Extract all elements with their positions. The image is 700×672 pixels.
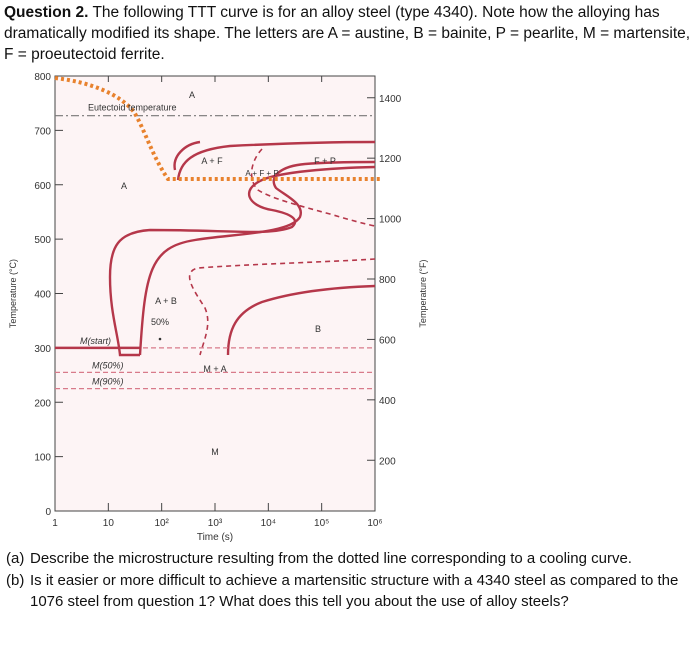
x-axis-label: Time (s): [197, 532, 233, 543]
x-tick-label: 10²: [154, 518, 169, 529]
region-labels: Eutectoid temperature A A A + F A + F + P F +…: [88, 90, 336, 457]
y-tick-label-left: 800: [34, 72, 51, 83]
y-tick-label-left: 300: [34, 344, 51, 355]
bainite-finish-curve: [226, 284, 376, 356]
eutectoid-label: Eutectoid temperature: [88, 103, 177, 113]
y-tick-label-right: 1000: [379, 215, 402, 226]
y-tick-label-right: 600: [379, 335, 396, 346]
x-tick-label: 10⁵: [314, 518, 329, 529]
y-tick-label-right: 400: [379, 396, 396, 407]
question-list: (a) Describe the microstructure resultin…: [6, 548, 696, 613]
x-tick-label: 10⁶: [367, 518, 382, 529]
y-tick-label-right: 800: [379, 275, 396, 286]
x-tick-label: 10³: [208, 518, 223, 529]
ttt-chart: 0 100 200 300 400 500 600 700 800 200 400 600 800 100…: [8, 72, 428, 543]
region-label-b: B: [315, 324, 321, 334]
region-label-fp: F + P: [314, 156, 336, 166]
question-header: Question 2. The following TTT curve is f…: [4, 2, 696, 65]
region-label-a_top: A: [189, 90, 195, 100]
start-curve: [176, 140, 376, 181]
region-label-ma: M + A: [203, 364, 226, 374]
x-tick-label: 10⁴: [261, 518, 276, 529]
question-intro: The following TTT curve is for an alloy …: [4, 4, 691, 63]
question-a: (a) Describe the microstructure resultin…: [6, 548, 696, 569]
question-b: (b) Is it easier or more difficult to ac…: [6, 570, 696, 612]
y-tick-label-right: 1200: [379, 154, 402, 165]
region-label-af: A + F: [201, 156, 223, 166]
y-tick-label-right: 200: [379, 456, 396, 467]
y-tick-label-left: 600: [34, 181, 51, 192]
region-label-a_left: A: [121, 181, 127, 191]
question-a-label: (a): [6, 550, 25, 567]
y-tick-label-left: 500: [34, 235, 51, 246]
ab-dot: [158, 337, 162, 341]
ferrite-pearlite-curve: [108, 165, 376, 357]
region-label-afp: A + F + P: [245, 169, 278, 178]
y-tick-label-right: 1400: [379, 94, 402, 105]
y-tick-label-left: 100: [34, 453, 51, 464]
martensite-label: M(90%): [92, 377, 124, 387]
y-tick-label-left: 700: [34, 126, 51, 137]
y-tick-label-left: 0: [45, 507, 51, 518]
region-label-m: M: [211, 447, 219, 457]
start-curve-nose: [173, 140, 201, 171]
x-tick-label: 10: [103, 518, 115, 529]
region-label-ab: A + B: [155, 296, 177, 306]
region-label-pct50: 50%: [151, 317, 169, 327]
axes: 0 100 200 300 400 500 600 700 800 200 400 600 800 100…: [8, 72, 428, 543]
martensite-lines: M(start) M(50%) M(90%): [55, 336, 375, 390]
y-axis-label-left: Temperature (°C): [8, 259, 18, 328]
question-a-text: Describe the microstructure resulting fr…: [30, 550, 632, 567]
martensite-label: M(start): [80, 336, 111, 346]
question-number: Question 2.: [4, 4, 89, 21]
bainite-start-curve: [138, 160, 376, 356]
question-b-label: (b): [6, 572, 25, 589]
y-tick-label-left: 400: [34, 290, 51, 301]
ferrite-50-dashed: [250, 148, 376, 227]
bainite-50-dashed: [188, 258, 376, 356]
y-tick-label-left: 200: [34, 398, 51, 409]
curves: [54, 76, 382, 357]
martensite-label: M(50%): [92, 360, 124, 370]
plot-frame: [54, 75, 376, 512]
x-tick-label: 1: [52, 518, 58, 529]
cooling-path: [54, 76, 382, 181]
question-b-text: Is it easier or more difficult to achiev…: [30, 572, 679, 610]
y-axis-label-right: Temperature (°F): [418, 259, 428, 327]
